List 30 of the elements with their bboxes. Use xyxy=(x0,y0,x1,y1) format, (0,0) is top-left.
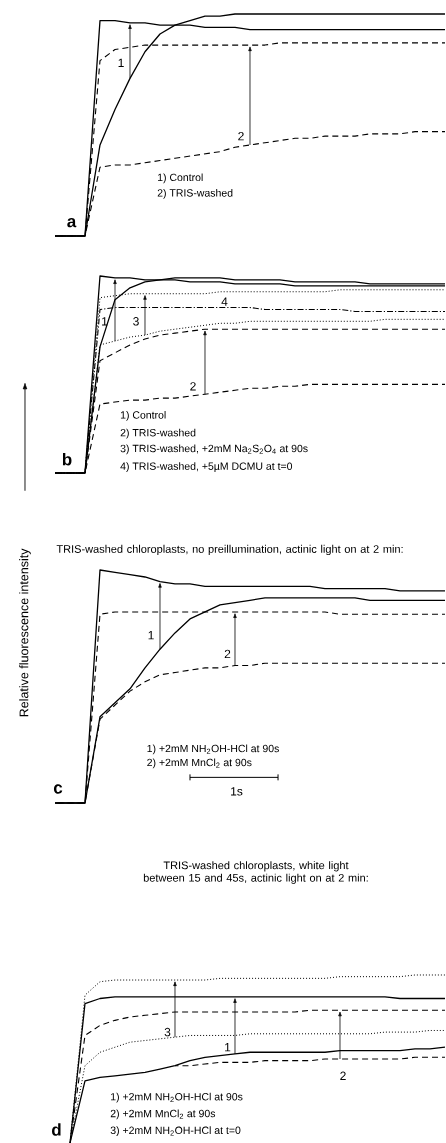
annotation: 2 xyxy=(238,131,244,141)
annotation: 1s xyxy=(231,787,243,796)
annotation: d xyxy=(52,1123,61,1136)
annotation: 4) TRIS-washed, +5µM DCMU at t=0 xyxy=(120,462,293,472)
annotation: 1 xyxy=(148,631,154,640)
annotation: 1) Control xyxy=(120,410,166,421)
annotation: c xyxy=(53,784,63,794)
annotation: 2) +2mM MnCl$_{2}$ at 90s xyxy=(110,1109,216,1120)
chart-title: TRIS-washed chloroplasts, no preillumination, actinic light on at 2 min: xyxy=(56,544,403,556)
annotation: 3) +2mM NH$_{2}$OH-HCl at t=0 xyxy=(110,1126,241,1137)
annotation: 3) TRIS-washed, +2mM Na$_{2}$S$_{2}$O$_{4}$ at 90s xyxy=(120,444,308,455)
chart-title: TRIS-washed chloroplasts, white light between 15 and 45s, actinic light on at 2 min: xyxy=(143,861,368,884)
annotation: 4 xyxy=(221,297,228,306)
annotation: 2) +2mM MnCl$_{2}$ at 90s xyxy=(147,758,252,769)
annotation: b xyxy=(62,452,72,466)
annotation: 1) +2mM NH$_{2}$OH-HCl at 90s xyxy=(111,1092,243,1103)
annotation: 1 xyxy=(225,1043,231,1052)
annotation: 2 xyxy=(340,1071,346,1080)
annotation: 1 xyxy=(118,58,124,67)
annotation: 3 xyxy=(133,317,139,326)
y-axis-title: Relative fluorescence intensity xyxy=(19,548,31,717)
annotation: 2) TRIS-washed xyxy=(120,428,196,439)
annotation: 2 xyxy=(224,649,231,659)
annotation: 3 xyxy=(164,1027,171,1037)
annotation: a xyxy=(67,218,77,228)
annotation: 2) TRIS-washed xyxy=(157,188,233,199)
annotation: 1) +2mM NH$_{2}$OH-HCl at 90s xyxy=(147,744,279,755)
annotation: 1 xyxy=(102,317,108,326)
annotation: 1) Control xyxy=(158,173,203,184)
annotation: 2 xyxy=(190,382,196,391)
